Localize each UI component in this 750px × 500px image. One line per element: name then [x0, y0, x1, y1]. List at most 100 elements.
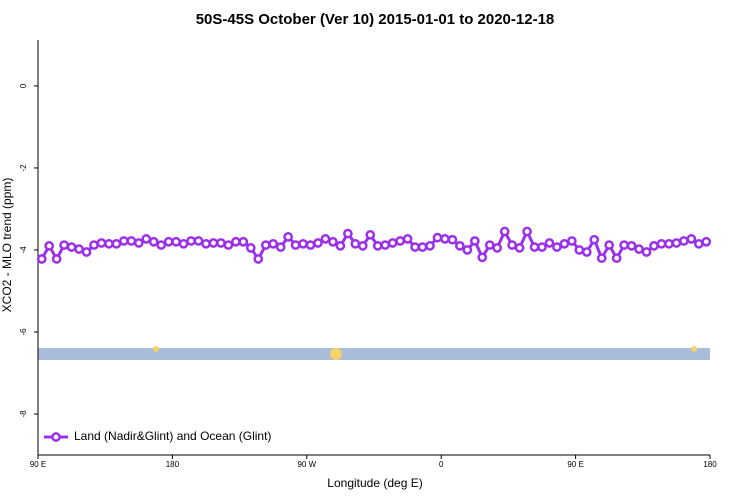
legend-marker [51, 432, 61, 442]
data-point [350, 238, 361, 249]
data-point [380, 240, 391, 250]
surface-band [38, 348, 710, 360]
data-point [253, 254, 264, 264]
data-point [208, 238, 219, 248]
data-point [260, 240, 271, 250]
x-tick-label: 180 [703, 460, 717, 469]
data-point [268, 238, 279, 249]
data-point [156, 240, 167, 250]
data-point [283, 231, 293, 242]
data-point [193, 236, 204, 246]
data-point [298, 238, 308, 249]
data-point [455, 241, 465, 251]
data-point [417, 242, 428, 252]
data-point [544, 238, 555, 248]
y-tick-label: -8 [19, 410, 28, 418]
data-point [432, 232, 443, 243]
data-point [357, 241, 368, 251]
data-point [141, 234, 152, 244]
data-point [36, 254, 47, 264]
data-point [425, 241, 435, 251]
data-point [44, 241, 55, 251]
data-point [387, 238, 398, 248]
data-point [96, 238, 107, 248]
x-tick-label: 90 E [30, 460, 46, 469]
data-point [410, 242, 420, 252]
data-point [507, 240, 517, 250]
data-point [133, 238, 144, 248]
data-point [335, 241, 346, 251]
data-point [89, 240, 99, 250]
data-point [163, 236, 174, 247]
data-point [313, 238, 323, 248]
data-point [111, 238, 122, 249]
data-point [66, 242, 77, 252]
data-point [589, 234, 600, 245]
data-point [641, 247, 652, 257]
data-point [201, 238, 211, 249]
data-point [223, 240, 234, 250]
data-point [581, 247, 592, 257]
data-point [81, 247, 92, 257]
data-point [604, 240, 615, 250]
data-point [328, 236, 338, 247]
data-point [701, 236, 712, 247]
data-point [231, 236, 241, 247]
data-point [499, 226, 510, 237]
data-point [686, 234, 697, 244]
data-point [552, 242, 562, 252]
y-tick-label: -2 [19, 164, 28, 172]
data-point [492, 243, 503, 253]
data-point [59, 240, 69, 250]
land-marker [153, 346, 159, 352]
data-point [343, 228, 353, 239]
data-point [477, 252, 488, 263]
data-point [671, 238, 682, 248]
data-point [619, 240, 629, 250]
data-point [402, 234, 413, 244]
x-tick-label: 90 E [567, 460, 583, 469]
data-point [537, 242, 547, 252]
data-point [469, 236, 480, 246]
legend-label: Land (Nadir&Glint) and Ocean (Glint) [74, 429, 271, 443]
data-point [305, 240, 316, 250]
x-tick-label: 90 W [297, 460, 316, 469]
y-axis-label: XCO2 - MLO trend (ppm) [0, 178, 14, 313]
data-point [74, 244, 84, 254]
data-point [656, 238, 667, 249]
data-point [596, 253, 607, 264]
data-point [245, 243, 256, 253]
data-point [126, 236, 137, 246]
data-point [275, 242, 286, 252]
data-point [611, 253, 622, 264]
data-point [634, 244, 644, 254]
data-point [514, 243, 525, 253]
x-tick-label: 0 [439, 460, 444, 469]
data-point [51, 254, 62, 264]
data-point [148, 236, 159, 247]
data-point [567, 236, 577, 246]
data-point [104, 238, 114, 249]
data-point [119, 236, 129, 246]
chart-title: 50S-45S October (Ver 10) 2015-01-01 to 2… [196, 11, 555, 28]
data-point [171, 236, 181, 247]
data-point [290, 240, 301, 250]
data-point [693, 238, 704, 249]
data-point [679, 236, 689, 246]
data-point [484, 240, 495, 250]
data-point [186, 236, 196, 246]
data-point [664, 238, 674, 249]
data-point [320, 234, 331, 244]
data-point [462, 245, 473, 255]
data-point [574, 245, 585, 255]
x-tick-label: 180 [166, 460, 180, 469]
y-tick-label: 0 [19, 83, 28, 88]
data-point [238, 236, 249, 247]
data-point [440, 234, 450, 244]
land-marker [330, 348, 342, 360]
data-point [649, 241, 659, 251]
data-point [365, 229, 376, 240]
data-point [559, 238, 570, 249]
y-tick-label: -4 [19, 246, 28, 254]
